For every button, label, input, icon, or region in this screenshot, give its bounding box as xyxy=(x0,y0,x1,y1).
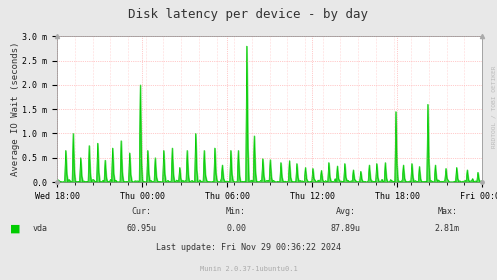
Text: 2.81m: 2.81m xyxy=(435,224,460,233)
Text: 87.89u: 87.89u xyxy=(331,224,360,233)
Text: Avg:: Avg: xyxy=(335,207,355,216)
Text: Disk latency per device - by day: Disk latency per device - by day xyxy=(129,8,368,21)
Text: Max:: Max: xyxy=(437,207,457,216)
Text: Munin 2.0.37-1ubuntu0.1: Munin 2.0.37-1ubuntu0.1 xyxy=(200,266,297,272)
Text: Last update: Fri Nov 29 00:36:22 2024: Last update: Fri Nov 29 00:36:22 2024 xyxy=(156,243,341,252)
Text: Cur:: Cur: xyxy=(132,207,152,216)
Text: 60.95u: 60.95u xyxy=(127,224,157,233)
Text: RRDTOOL / TOBI OETIKER: RRDTOOL / TOBI OETIKER xyxy=(491,65,496,148)
Text: vda: vda xyxy=(32,224,47,233)
Text: ■: ■ xyxy=(10,223,20,233)
Text: Min:: Min: xyxy=(226,207,246,216)
Y-axis label: Average IO Wait (seconds): Average IO Wait (seconds) xyxy=(10,42,20,176)
Text: 0.00: 0.00 xyxy=(226,224,246,233)
